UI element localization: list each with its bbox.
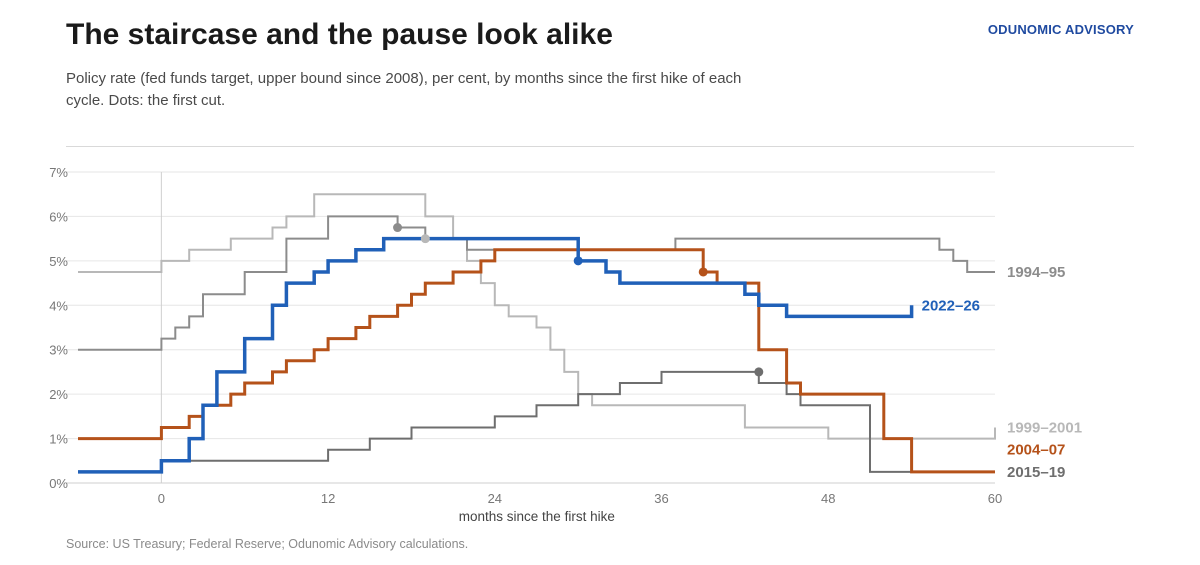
y-tick-label: 7%	[49, 165, 68, 180]
y-tick-label: 4%	[49, 298, 68, 313]
series-end-label-s1994: 1994–95	[1007, 264, 1065, 281]
x-tick-label: 0	[158, 491, 165, 506]
series-line-s2015	[78, 370, 995, 473]
series-end-labels: 1994–95 2022–26 1999–2001 2004–07 2015–19	[922, 264, 1082, 481]
y-tick-label: 3%	[49, 343, 68, 358]
x-tick-label: 48	[821, 491, 835, 506]
first-cut-dot-s1994	[393, 223, 403, 233]
series-end-label-s2004: 2004–07	[1007, 442, 1065, 459]
series-line-s2004	[78, 248, 995, 474]
first-cut-dot-s1999	[420, 234, 430, 244]
x-tick-label: 12	[321, 491, 335, 506]
y-tick-label: 1%	[49, 432, 68, 447]
series-line-s2022	[78, 236, 914, 474]
y-axis-tick-labels: 0% 1% 2% 3% 4% 5% 6% 7%	[49, 165, 68, 491]
chart-subtitle: Policy rate (fed funds target, upper bou…	[66, 70, 742, 109]
first-cut-dots	[393, 223, 764, 377]
source-note: Source: US Treasury; Federal Reserve; Od…	[66, 537, 469, 551]
y-tick-label: 5%	[49, 254, 68, 269]
x-tick-label: 60	[988, 491, 1002, 506]
brand-logo-text: ODUNOMIC ADVISORY	[987, 22, 1134, 37]
y-tick-label: 6%	[49, 209, 68, 224]
x-tick-label: 36	[654, 491, 668, 506]
first-cut-dot-s2022	[573, 256, 583, 266]
series-end-label-s1999: 1999–2001	[1007, 419, 1082, 436]
series-lines	[78, 193, 996, 474]
x-axis-tick-labels: 0 12 24 36 48 60	[158, 491, 1002, 506]
chart-title: The staircase and the pause look alike	[66, 18, 613, 51]
y-tick-label: 0%	[49, 476, 68, 491]
chart-grid	[66, 171, 995, 484]
series-end-label-s2022: 2022–26	[922, 297, 980, 314]
x-tick-label: 24	[488, 491, 502, 506]
x-axis-title: months since the first hike	[459, 509, 615, 524]
first-cut-dot-s2004	[698, 267, 708, 277]
y-tick-label: 2%	[49, 387, 68, 402]
series-line-s1994	[78, 215, 995, 351]
first-cut-dot-s2015	[754, 367, 764, 377]
series-end-label-s2015: 2015–19	[1007, 464, 1065, 481]
series-line-s1999	[78, 193, 996, 440]
header-divider	[66, 146, 1134, 147]
